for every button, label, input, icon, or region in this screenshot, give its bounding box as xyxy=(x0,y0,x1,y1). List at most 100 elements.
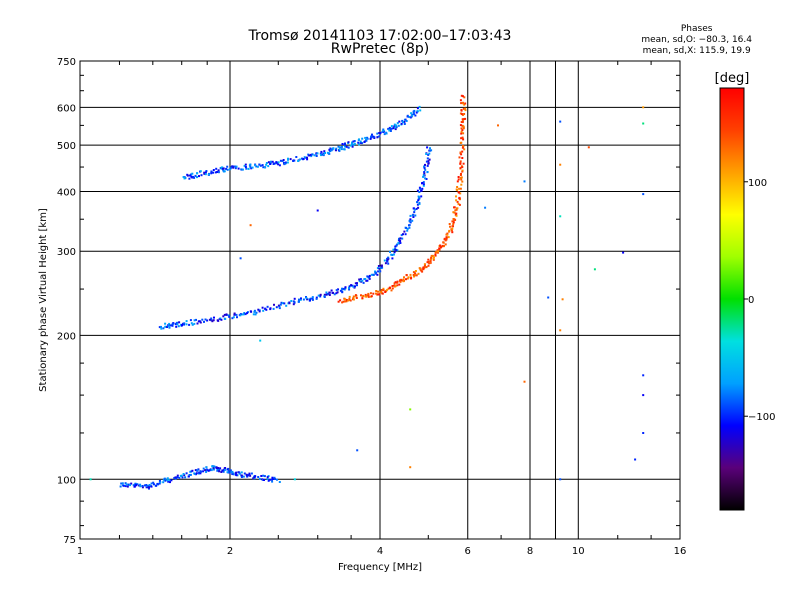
data-point xyxy=(559,120,562,123)
data-point xyxy=(389,250,391,253)
data-point xyxy=(373,136,376,139)
data-point xyxy=(400,279,403,282)
data-point xyxy=(212,169,215,171)
data-point xyxy=(196,469,199,472)
data-point xyxy=(414,114,417,117)
data-point xyxy=(309,297,312,300)
data-point xyxy=(423,171,426,173)
data-point xyxy=(368,276,371,279)
data-point xyxy=(210,317,213,320)
y-tick-label: 750 xyxy=(57,57,76,68)
data-point xyxy=(146,485,149,487)
data-point xyxy=(174,323,177,326)
x-tick-label: 6 xyxy=(465,546,471,557)
data-point xyxy=(227,314,230,317)
data-point xyxy=(412,216,415,218)
data-point xyxy=(393,251,396,254)
data-point xyxy=(357,141,360,144)
data-point xyxy=(215,467,218,470)
data-point xyxy=(287,158,289,161)
data-point xyxy=(450,229,453,232)
data-point xyxy=(353,140,356,142)
data-point xyxy=(304,156,307,159)
data-point xyxy=(313,154,316,157)
data-point xyxy=(429,149,432,152)
x-tick-label: 4 xyxy=(377,546,383,557)
data-point xyxy=(454,219,457,221)
data-point xyxy=(353,295,356,298)
data-point xyxy=(127,483,130,486)
data-point xyxy=(218,470,221,473)
data-point xyxy=(410,276,413,279)
data-point xyxy=(454,209,457,212)
data-point xyxy=(189,174,191,177)
data-point xyxy=(377,290,379,293)
data-point xyxy=(175,322,178,324)
data-point xyxy=(402,278,405,281)
data-point xyxy=(385,131,388,134)
data-point xyxy=(239,257,242,260)
data-point xyxy=(375,290,378,292)
data-point xyxy=(204,318,207,321)
data-point xyxy=(177,325,180,328)
y-tick-label: 600 xyxy=(57,103,76,114)
data-point xyxy=(185,320,188,323)
data-point xyxy=(402,280,405,283)
data-point xyxy=(387,262,390,265)
data-point xyxy=(375,271,377,274)
data-point xyxy=(316,152,319,155)
data-point xyxy=(211,320,214,323)
data-point xyxy=(382,287,385,290)
data-point xyxy=(437,250,440,253)
data-point xyxy=(376,267,379,270)
data-point xyxy=(288,302,291,305)
data-point xyxy=(351,142,354,145)
data-point xyxy=(381,130,384,133)
data-point xyxy=(273,162,276,165)
data-point xyxy=(397,241,400,244)
data-point xyxy=(461,102,464,105)
data-point xyxy=(234,165,237,168)
data-point xyxy=(461,121,464,124)
data-point xyxy=(428,261,431,264)
data-point xyxy=(306,156,308,159)
data-point xyxy=(462,138,465,141)
data-point xyxy=(415,274,418,277)
data-point xyxy=(337,145,340,148)
data-point xyxy=(225,313,228,316)
data-point xyxy=(130,482,133,485)
data-point xyxy=(240,168,243,171)
data-point xyxy=(446,233,449,236)
chart-subtitle: RwPretec (8p) xyxy=(330,41,430,57)
data-point xyxy=(414,214,417,217)
data-point xyxy=(409,221,412,224)
data-point xyxy=(456,200,459,203)
y-tick-label: 75 xyxy=(63,535,76,546)
data-point xyxy=(193,472,196,475)
data-point xyxy=(220,471,223,473)
data-point xyxy=(350,284,353,287)
data-point xyxy=(428,158,431,161)
x-tick-label: 1 xyxy=(77,546,83,557)
data-point xyxy=(244,166,247,168)
data-point xyxy=(156,482,159,485)
data-point xyxy=(249,310,252,313)
data-point xyxy=(160,325,162,328)
data-point xyxy=(283,302,286,305)
data-point xyxy=(405,274,408,276)
data-point xyxy=(388,286,391,289)
chart-title: Tromsø 20141103 17:02:00–17:03:43 xyxy=(248,28,512,44)
data-point xyxy=(371,133,373,136)
data-point xyxy=(361,142,364,145)
data-point xyxy=(206,319,209,322)
data-point xyxy=(456,207,459,210)
data-point xyxy=(344,286,347,289)
data-point xyxy=(340,148,343,151)
data-point xyxy=(372,273,375,276)
data-point xyxy=(330,289,333,292)
data-point xyxy=(403,120,406,123)
data-point xyxy=(422,174,425,176)
x-axis-label: Frequency [MHz] xyxy=(338,562,422,573)
data-point xyxy=(231,317,234,320)
